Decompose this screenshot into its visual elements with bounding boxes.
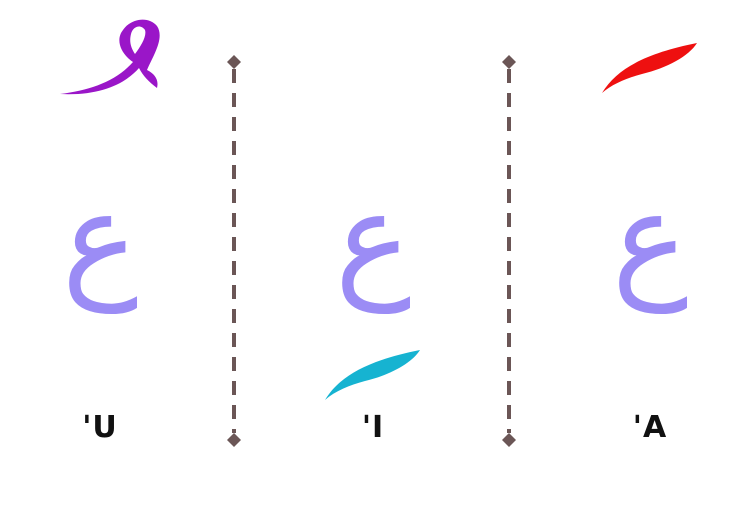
damma-mark-icon: [60, 19, 160, 95]
column-fatha: ع 'A: [575, 0, 725, 512]
kasra-mark-icon: [325, 350, 420, 400]
transliteration-label: 'I: [361, 410, 385, 445]
transliteration-label: 'U: [82, 410, 118, 445]
dashed-divider: [227, 55, 241, 447]
ain-letter: ع: [611, 165, 689, 314]
fatha-mark-icon: [602, 43, 697, 93]
column-kasra: ع 'I: [298, 0, 448, 512]
dashed-divider: [502, 55, 516, 447]
column-damma: ع 'U: [25, 0, 175, 512]
ain-letter: ع: [61, 165, 139, 314]
transliteration-label: 'A: [632, 410, 668, 445]
ain-letter: ع: [334, 165, 412, 314]
